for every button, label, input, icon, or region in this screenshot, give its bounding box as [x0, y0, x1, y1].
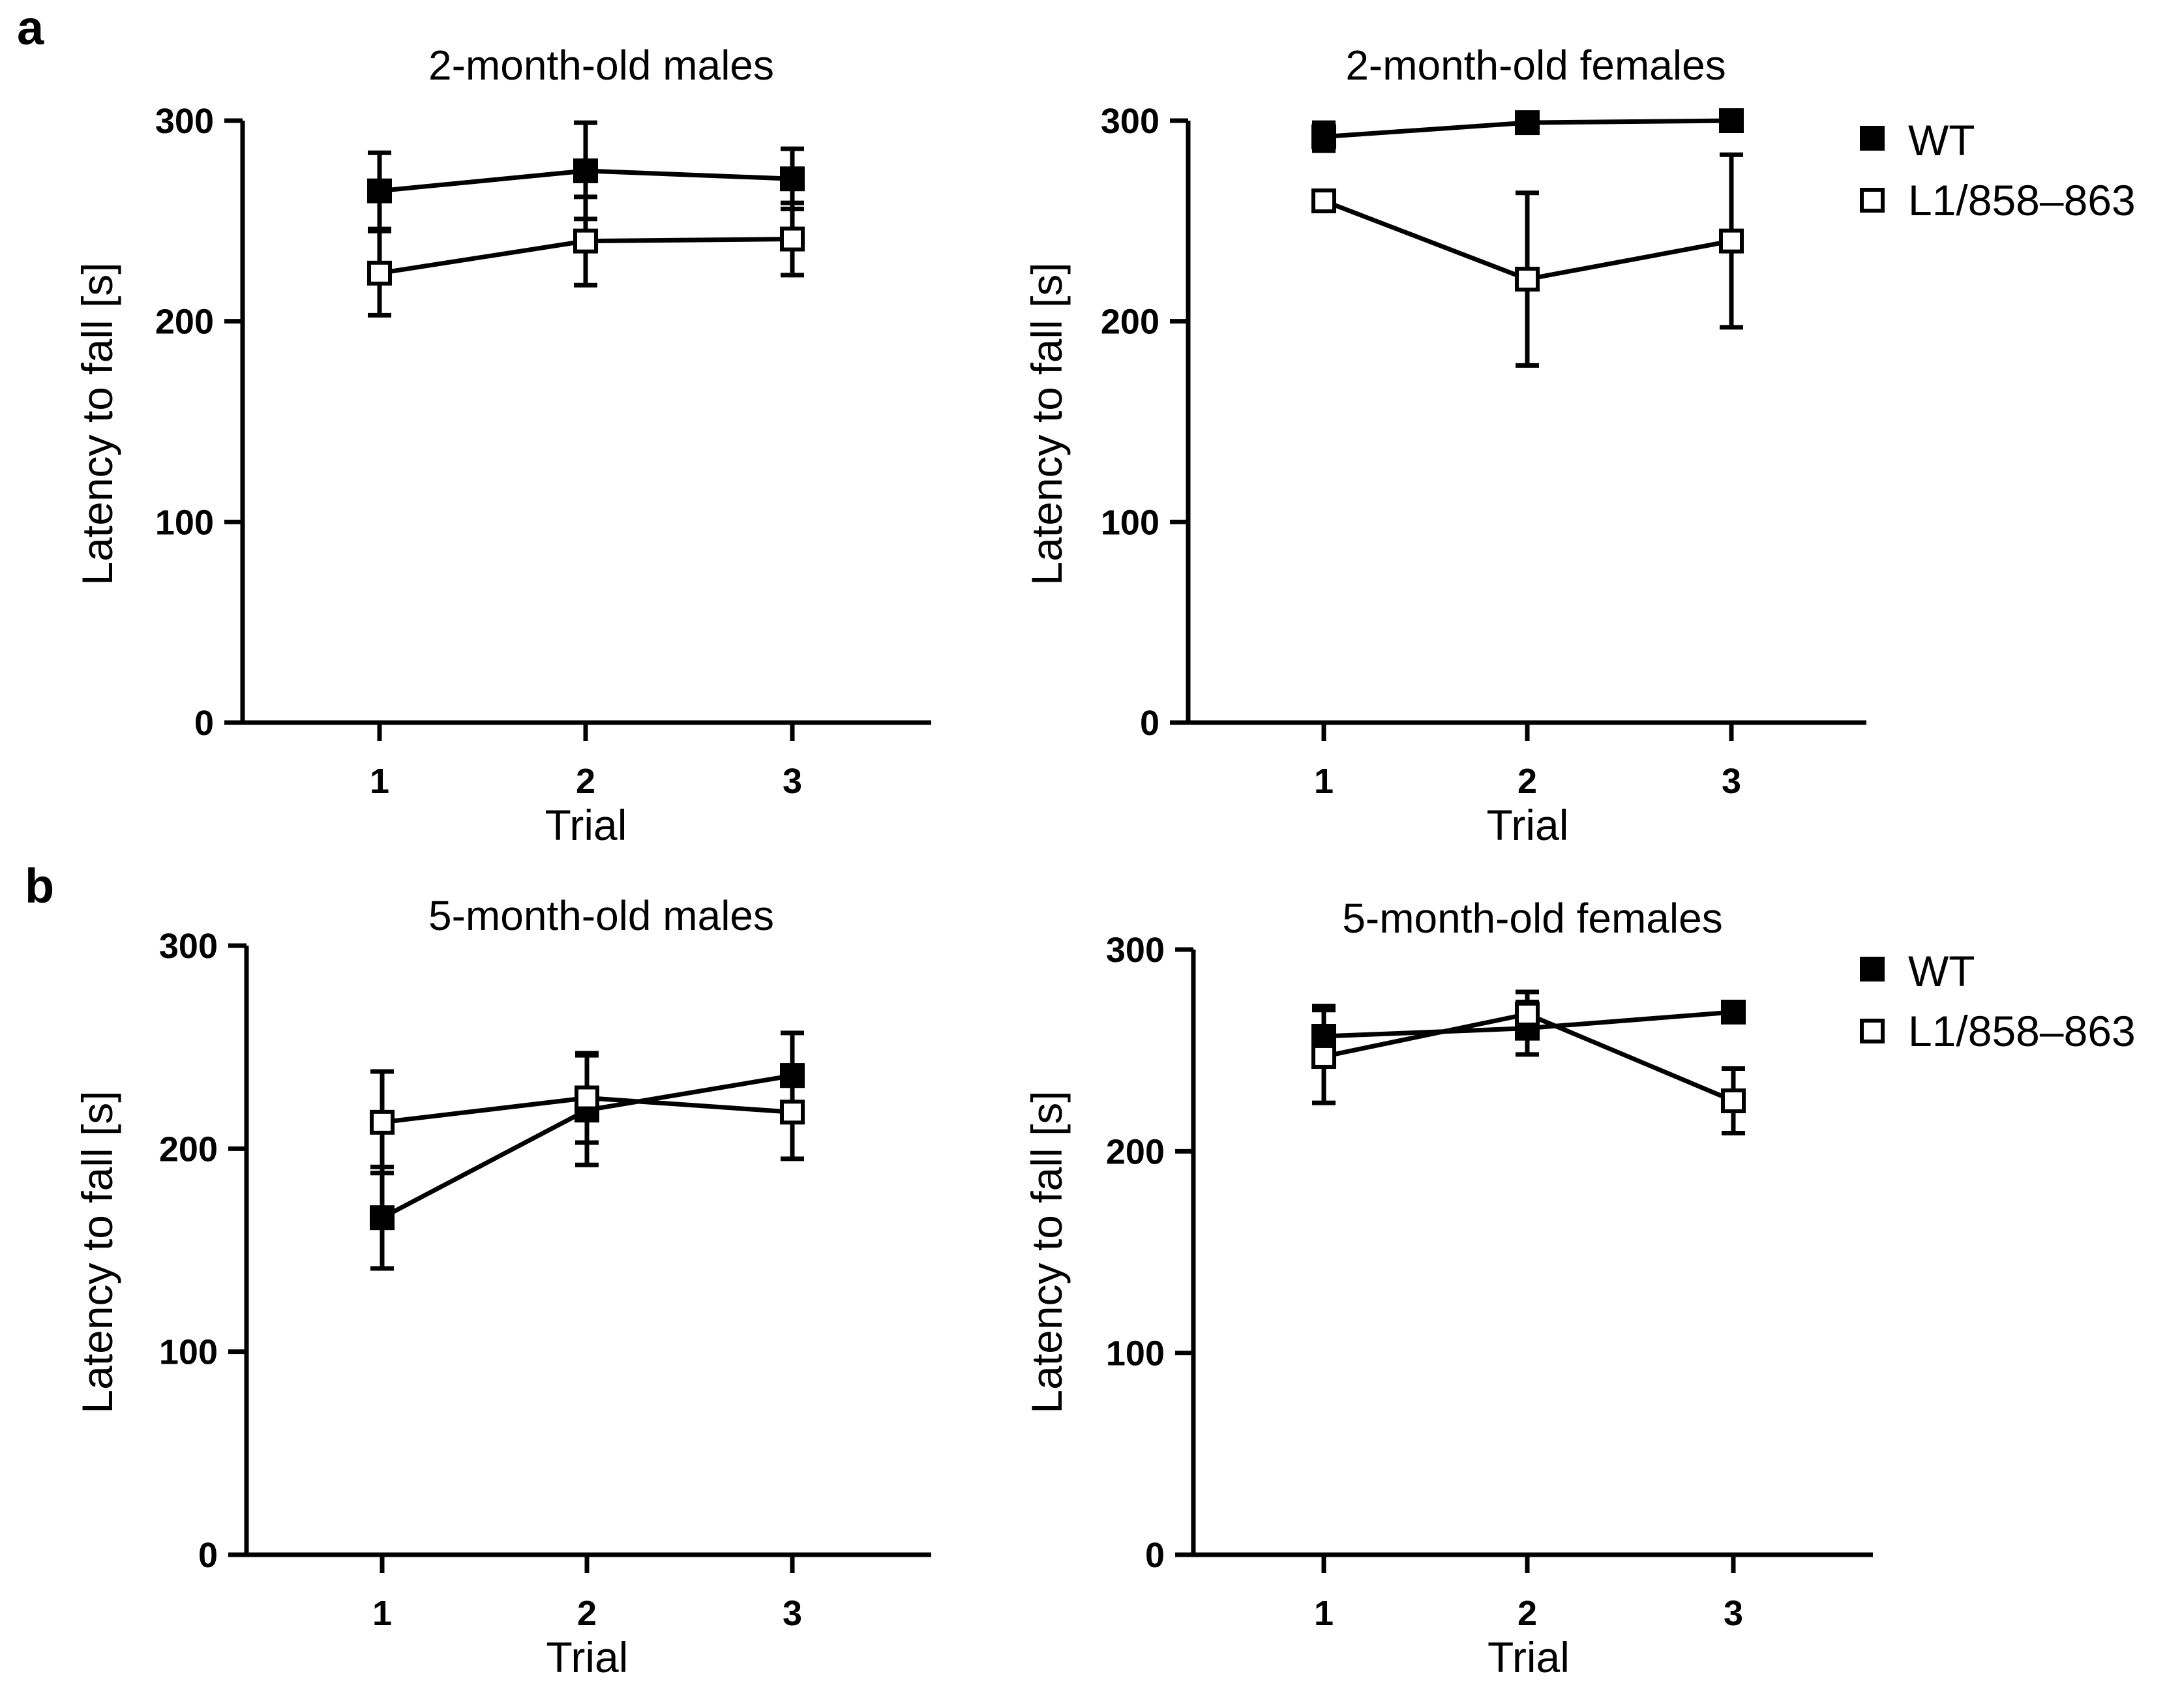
y-tick-label: 100: [1106, 1334, 1165, 1373]
chart-title: 2-month-old females: [1345, 42, 1726, 89]
x-tick-label: 2: [1517, 762, 1537, 801]
series-l1: [370, 1051, 805, 1176]
data-point: [1515, 110, 1540, 136]
x-axis-label: Trial: [546, 1633, 629, 1681]
x-tick-label: 1: [1314, 762, 1334, 801]
data-point: [1311, 1043, 1336, 1069]
chart-2: 2-month-old females 0 100 200 300 1 2 3 Trial Lat…: [1023, 42, 1866, 849]
x-tick-label: 3: [1722, 762, 1741, 801]
data-point: [573, 158, 598, 183]
data-point: [367, 260, 392, 286]
legend-wt-label: WT: [1908, 947, 1975, 995]
data-point: [1515, 267, 1540, 292]
chart-title: 5-month-old females: [1342, 895, 1722, 942]
y-axis-label: Latency to fall [s]: [73, 262, 121, 585]
y-tick-label: 100: [1101, 503, 1159, 542]
y-tick-label: 300: [159, 927, 218, 966]
y-tick-label: 200: [1101, 303, 1159, 342]
legend-wt-marker: [1860, 126, 1885, 151]
data-point: [1311, 188, 1336, 214]
legend-l1-label: L1/858–863: [1908, 176, 2136, 224]
legend-a: WT L1/858–863: [1860, 116, 2136, 224]
data-point: [370, 1109, 395, 1135]
data-point: [1719, 228, 1744, 254]
y-tick-label: 0: [1145, 1536, 1165, 1575]
panel-letter-b: b: [25, 859, 54, 913]
x-tick-label: 3: [1724, 1594, 1743, 1633]
y-tick-label: 100: [155, 503, 214, 542]
legend-l1-marker: [1860, 188, 1885, 213]
y-tick-label: 0: [198, 1536, 218, 1575]
x-tick-label: 1: [370, 762, 389, 801]
series-l1: [1311, 989, 1746, 1135]
x-axis-label: Trial: [1487, 1633, 1570, 1681]
y-tick-label: 100: [159, 1333, 218, 1372]
data-point: [370, 1205, 395, 1231]
chart-4: 5-month-old females 0 100 200 300 1 2 3 Trial Lat…: [1023, 895, 1873, 1681]
x-axis-label: Trial: [1487, 801, 1569, 849]
data-point: [1719, 108, 1744, 133]
x-tick-label: 3: [783, 762, 802, 801]
x-tick-label: 2: [576, 762, 595, 801]
y-tick-label: 0: [1140, 704, 1159, 743]
series-l1: [367, 194, 805, 318]
x-tick-label: 1: [1314, 1594, 1334, 1633]
data-point: [780, 166, 805, 192]
data-point: [367, 178, 392, 203]
legend-wt-marker: [1860, 957, 1885, 981]
data-point: [573, 228, 598, 254]
x-tick-label: 1: [372, 1594, 392, 1633]
legend-l1-marker: [1860, 1019, 1885, 1043]
data-point: [780, 1100, 805, 1125]
x-axis-label: Trial: [545, 801, 627, 849]
y-axis-label: Latency to fall [s]: [1023, 262, 1071, 585]
chart-1: 2-month-old males 0 100 200 300 1 2 3 Trial Laten…: [73, 42, 931, 849]
data-point: [1721, 1088, 1746, 1113]
y-tick-label: 300: [155, 102, 214, 141]
legend-wt-label: WT: [1908, 116, 1975, 164]
legend-b: WT L1/858–863: [1860, 947, 2136, 1055]
data-point: [1515, 1001, 1540, 1026]
data-point: [1311, 124, 1336, 149]
series-wt: [1311, 108, 1744, 153]
x-tick-label: 2: [577, 1594, 597, 1633]
y-axis-label: Latency to fall [s]: [73, 1090, 121, 1413]
data-point: [780, 226, 805, 252]
data-point: [575, 1085, 599, 1111]
y-tick-label: 300: [1101, 102, 1159, 141]
chart-3: 5-month-old males 0 100 200 300 1 2 3 Trial Laten…: [73, 892, 931, 1681]
chart-title: 2-month-old males: [428, 42, 774, 89]
x-tick-label: 2: [1517, 1594, 1537, 1633]
panel-letter-a: a: [17, 1, 44, 55]
legend-l1-label: L1/858–863: [1908, 1007, 2136, 1055]
series-l1: [1311, 152, 1744, 368]
x-tick-label: 3: [783, 1594, 802, 1633]
data-point: [1721, 999, 1746, 1025]
chart-title: 5-month-old males: [428, 892, 774, 939]
y-tick-label: 200: [159, 1130, 218, 1169]
y-tick-label: 200: [1106, 1132, 1165, 1171]
y-tick-label: 0: [194, 704, 214, 743]
y-tick-label: 200: [155, 303, 214, 342]
y-axis-label: Latency to fall [s]: [1023, 1090, 1071, 1413]
y-tick-label: 300: [1106, 931, 1165, 970]
